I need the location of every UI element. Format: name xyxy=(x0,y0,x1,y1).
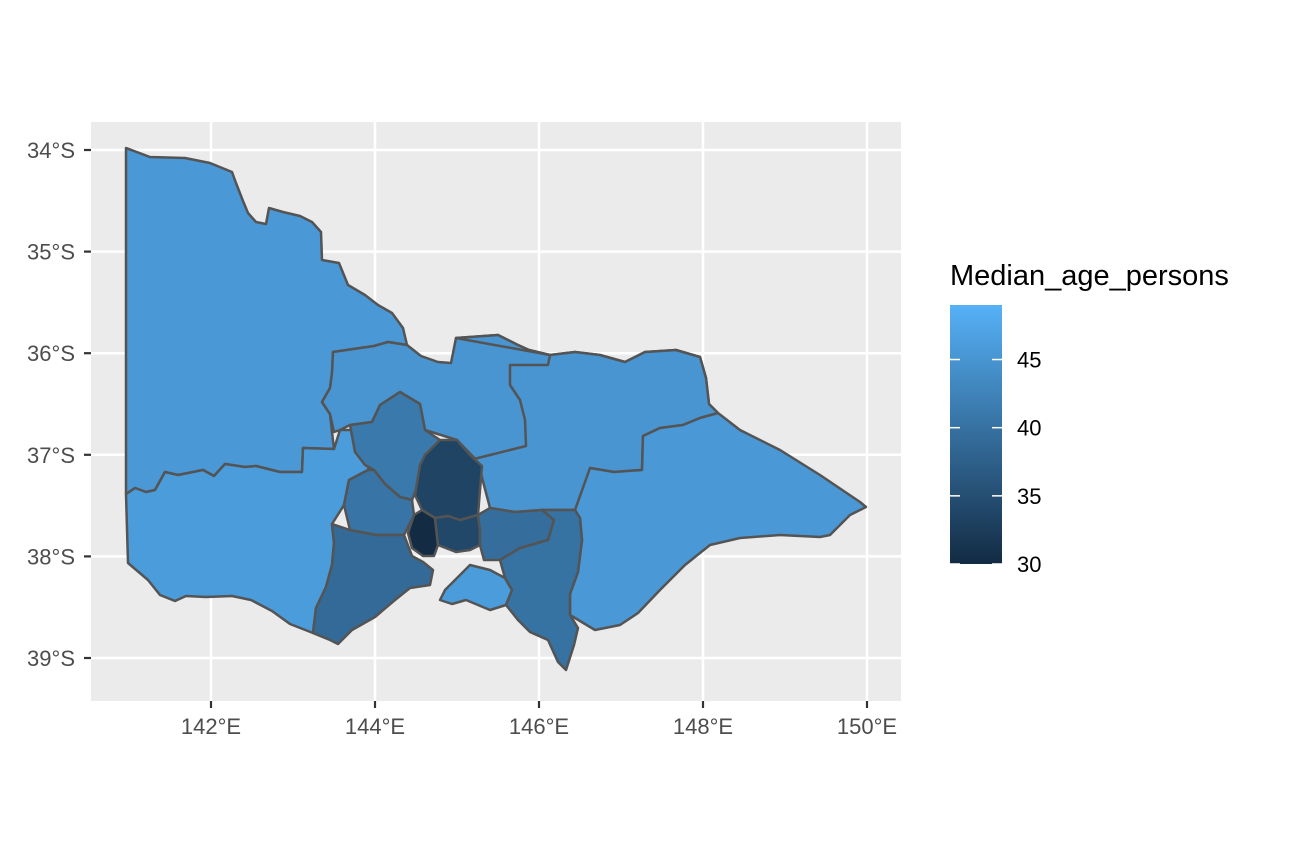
region-melbourne-west xyxy=(406,508,440,558)
legend-label: 45 xyxy=(1017,348,1041,373)
y-tick-label: 35°S xyxy=(27,240,75,265)
y-tick-label: 39°S xyxy=(27,646,75,671)
x-tick-label: 142°E xyxy=(181,714,241,739)
x-tick-label: 146°E xyxy=(509,714,569,739)
y-axis: 34°S 35°S 36°S 37°S 38°S 39°S xyxy=(27,138,91,671)
legend-label: 30 xyxy=(1017,552,1041,577)
legend-colorbar xyxy=(950,305,1002,564)
legend-ticks: 30 35 40 45 xyxy=(950,348,1041,577)
legend-label: 35 xyxy=(1017,484,1041,509)
region-west-gippsland xyxy=(498,508,584,672)
y-tick-label: 37°S xyxy=(27,443,75,468)
x-axis: 142°E 144°E 146°E 148°E 150°E xyxy=(181,701,897,739)
regions xyxy=(124,146,868,672)
region-barwon xyxy=(311,522,435,646)
region-central-highlands-south xyxy=(342,468,416,537)
y-tick-label: 36°S xyxy=(27,341,75,366)
y-tick-label: 38°S xyxy=(27,544,75,569)
legend-label: 40 xyxy=(1017,416,1041,441)
legend: Median_age_persons 30 35 40 45 xyxy=(950,260,1229,577)
x-tick-label: 144°E xyxy=(345,714,405,739)
x-tick-label: 150°E xyxy=(837,714,897,739)
x-tick-label: 148°E xyxy=(673,714,733,739)
y-tick-label: 34°S xyxy=(27,138,75,163)
legend-title: Median_age_persons xyxy=(950,260,1229,292)
region-melbourne-inner xyxy=(433,513,482,554)
